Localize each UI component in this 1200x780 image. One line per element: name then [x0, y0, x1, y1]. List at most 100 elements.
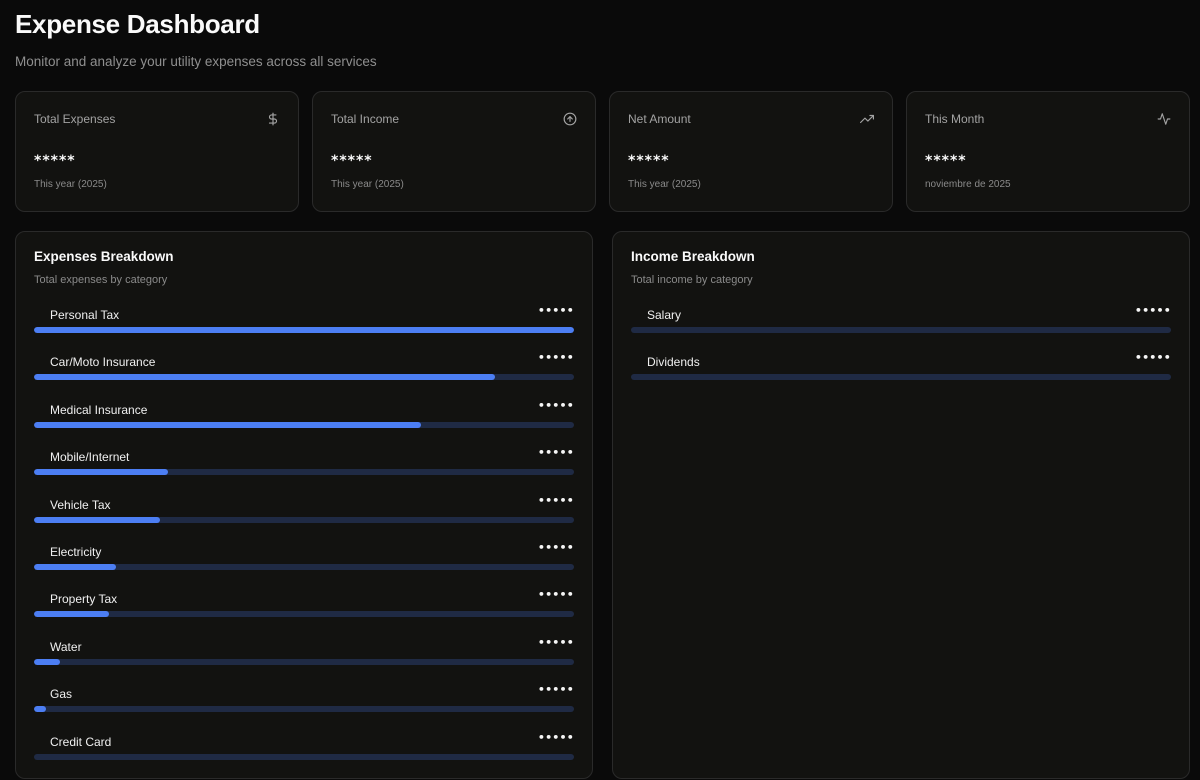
category-row: Medical Insurance ••••• [34, 396, 574, 443]
category-label: Water [50, 639, 82, 654]
panel-subtitle: Total expenses by category [34, 274, 168, 286]
category-row-header: Electricity ••••• [34, 538, 574, 559]
category-amount: ••••• [1134, 304, 1171, 317]
progress-track [34, 516, 574, 523]
expenses-list: Personal Tax ••••• Car/Moto Insurance •••••… [34, 301, 574, 775]
progress-track [34, 327, 574, 333]
progress-fill [34, 706, 46, 713]
page-subtitle: Monitor and analyze your utility expense… [15, 54, 377, 69]
page-title: Expense Dashboard [15, 9, 260, 39]
category-row: Water ••••• [34, 633, 574, 680]
progress-track [631, 327, 1171, 333]
progress-track [631, 374, 1171, 381]
progress-fill [34, 563, 116, 570]
stat-card-total-income: Total Income ***** This year (2025) [312, 91, 596, 212]
category-row: Dividends ••••• [631, 348, 1171, 395]
panel-subtitle: Total income by category [631, 274, 753, 286]
progress-track [34, 706, 574, 713]
stat-card-total-expenses: Total Expenses ***** This year (2025) [15, 91, 299, 212]
category-label: Personal Tax [50, 308, 120, 322]
category-row: Salary ••••• [631, 301, 1171, 348]
progress-track [34, 563, 574, 570]
category-amount: ••••• [537, 683, 574, 697]
stat-card-net-amount: Net Amount ***** This year (2025) [609, 91, 893, 212]
category-amount: ••••• [537, 588, 574, 602]
trending-up-icon [860, 112, 874, 126]
category-row-header: Mobile/Internet ••••• [34, 443, 574, 465]
category-amount: ••••• [537, 493, 574, 507]
category-amount: ••••• [537, 635, 574, 649]
progress-track [34, 421, 574, 428]
stat-label: This Month [925, 112, 985, 126]
panel-title: Expenses Breakdown [34, 249, 174, 264]
stat-sub: noviembre de 2025 [925, 179, 1011, 190]
progress-fill [34, 469, 168, 476]
category-amount: ••••• [1134, 351, 1171, 365]
stat-value: ***** [628, 153, 670, 169]
category-row: Mobile/Internet ••••• [34, 443, 574, 490]
activity-icon [1157, 112, 1171, 126]
category-label: Property Tax [50, 592, 118, 607]
income-list: Salary ••••• Dividends ••••• [631, 301, 1171, 396]
category-amount: ••••• [537, 540, 574, 554]
stat-label: Net Amount [628, 112, 691, 126]
category-amount: ••••• [537, 730, 574, 744]
progress-fill [34, 327, 574, 333]
stat-sub: This year (2025) [628, 179, 701, 190]
category-label: Gas [50, 687, 73, 702]
category-label: Car/Moto Insurance [50, 355, 156, 370]
category-row: Personal Tax ••••• [34, 301, 574, 348]
category-row-header: Salary ••••• [631, 301, 1171, 322]
category-amount: ••••• [537, 398, 574, 412]
income-breakdown-panel: Income Breakdown Total income by categor… [612, 231, 1190, 779]
progress-fill [34, 516, 161, 523]
category-row-header: Car/Moto Insurance ••••• [34, 348, 574, 370]
category-amount: ••••• [537, 351, 574, 365]
category-row-header: Property Tax ••••• [34, 585, 574, 607]
progress-track [34, 753, 574, 760]
category-label: Credit Card [50, 734, 112, 749]
stat-value: ***** [34, 153, 76, 169]
category-row-header: Personal Tax ••••• [34, 301, 574, 322]
stat-value: ***** [925, 153, 967, 169]
category-label: Electricity [50, 544, 102, 559]
category-row-header: Medical Insurance ••••• [34, 396, 574, 417]
category-amount: ••••• [537, 304, 574, 317]
stat-value: ***** [331, 153, 373, 169]
category-label: Mobile/Internet [50, 450, 130, 465]
progress-fill [34, 611, 109, 618]
stat-sub: This year (2025) [34, 179, 107, 190]
category-row-header: Vehicle Tax ••••• [34, 491, 574, 512]
category-row: Gas ••••• [34, 680, 574, 727]
category-row-header: Credit Card ••••• [34, 728, 574, 749]
progress-fill [34, 658, 60, 665]
progress-track [34, 374, 574, 381]
category-label: Salary [647, 308, 682, 322]
category-amount: ••••• [537, 446, 574, 460]
category-label: Dividends [647, 355, 700, 370]
dollar-icon [266, 112, 280, 126]
category-row: Property Tax ••••• [34, 585, 574, 632]
panel-title: Income Breakdown [631, 249, 755, 264]
expenses-breakdown-panel: Expenses Breakdown Total expenses by cat… [15, 231, 593, 779]
stats-row: Total Expenses ***** This year (2025) To… [15, 91, 1190, 212]
arrow-up-circle-icon [563, 112, 577, 126]
stat-label: Total Income [331, 112, 400, 126]
category-row: Vehicle Tax ••••• [34, 491, 574, 538]
category-label: Vehicle Tax [50, 497, 111, 512]
progress-track [34, 611, 574, 618]
category-row: Credit Card ••••• [34, 728, 574, 775]
category-row: Electricity ••••• [34, 538, 574, 585]
progress-track [34, 469, 574, 476]
stat-sub: This year (2025) [331, 179, 404, 190]
progress-fill [34, 421, 422, 428]
category-row-header: Water ••••• [34, 633, 574, 654]
category-row-header: Gas ••••• [34, 680, 574, 702]
stat-card-this-month: This Month ***** noviembre de 2025 [906, 91, 1190, 212]
stat-label: Total Expenses [34, 112, 116, 126]
progress-track [34, 658, 574, 665]
category-row-header: Dividends ••••• [631, 348, 1171, 370]
category-row: Car/Moto Insurance ••••• [34, 348, 574, 395]
progress-fill [34, 374, 495, 381]
